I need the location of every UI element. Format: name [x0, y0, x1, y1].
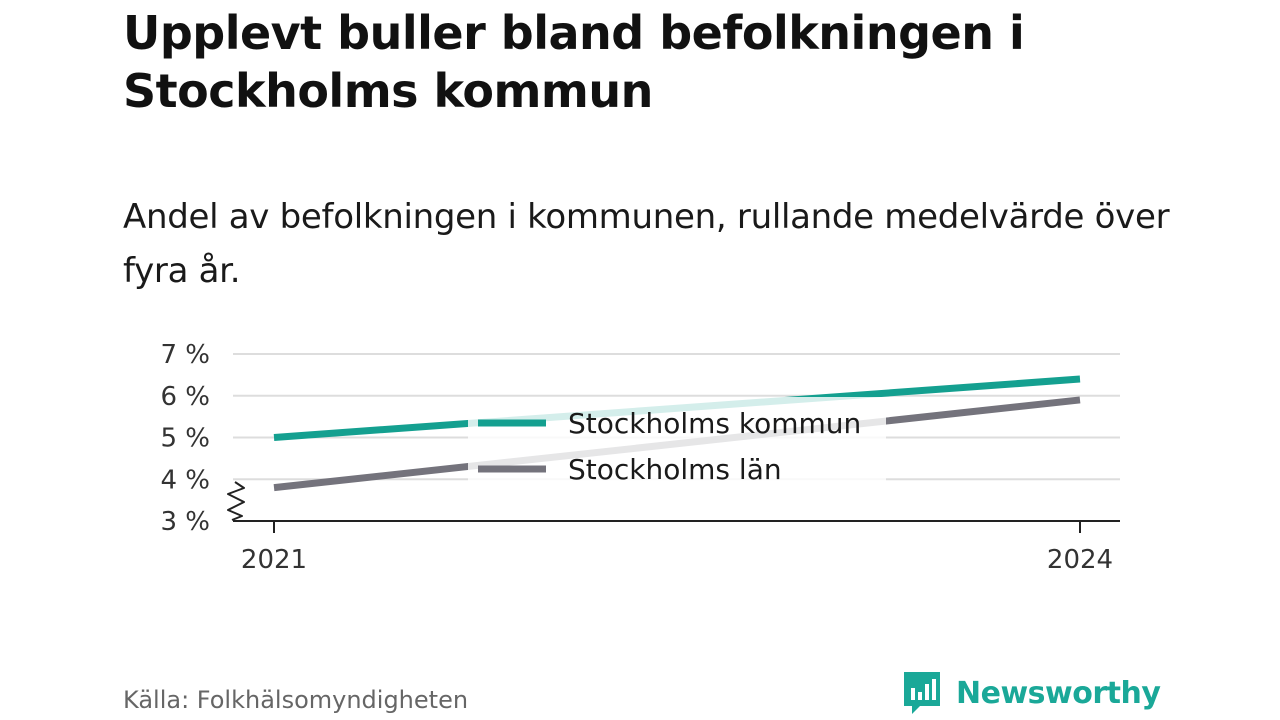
- x-tick-label: 2024: [1047, 545, 1113, 575]
- y-tick-label: 3 %: [160, 507, 210, 537]
- bar-chart-speech-bubble-icon: [904, 672, 940, 714]
- y-tick-label: 5 %: [160, 424, 210, 454]
- x-tick-label: 2021: [241, 545, 307, 575]
- axis-break-icon: [227, 481, 245, 521]
- y-tick-label: 7 %: [160, 340, 210, 370]
- brand-name: Newsworthy: [956, 675, 1161, 711]
- chart-subtitle: Andel av befolkningen i kommunen, rullan…: [123, 197, 1170, 291]
- y-axis-ticks: 3 % 4 % 5 % 6 % 7 %: [160, 340, 210, 537]
- y-tick-label: 4 %: [160, 465, 210, 495]
- y-tick-label: 6 %: [160, 382, 210, 412]
- legend-label: Stockholms kommun: [568, 407, 861, 440]
- source-note: Källa: Folkhälsomyndigheten: [123, 686, 469, 714]
- brand-logo: Newsworthy: [902, 670, 1161, 716]
- chart-title: Upplevt buller bland befolkningen i Stoc…: [123, 6, 1025, 118]
- legend-label: Stockholms län: [568, 453, 782, 486]
- legend: Stockholms kommun Stockholms län: [468, 397, 886, 486]
- x-axis: 2021 2024: [227, 481, 1120, 575]
